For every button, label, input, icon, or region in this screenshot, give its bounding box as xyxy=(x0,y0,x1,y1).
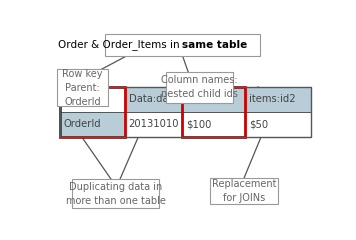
Text: $50: $50 xyxy=(248,120,268,129)
FancyBboxPatch shape xyxy=(57,69,108,106)
Bar xyxy=(245,112,311,137)
FancyBboxPatch shape xyxy=(210,179,278,204)
Text: items:id1: items:id1 xyxy=(187,95,233,104)
Bar xyxy=(183,87,245,112)
Text: OrderId: OrderId xyxy=(64,120,101,129)
Bar xyxy=(125,112,183,137)
Text: Row key
Parent:
OrderId: Row key Parent: OrderId xyxy=(62,69,103,107)
Text: 20131010: 20131010 xyxy=(129,120,179,129)
Text: same table: same table xyxy=(183,40,248,50)
Text: Order & Order_Items in: Order & Order_Items in xyxy=(58,40,183,50)
Bar xyxy=(60,112,125,137)
FancyBboxPatch shape xyxy=(105,34,260,56)
Bar xyxy=(60,87,125,112)
FancyBboxPatch shape xyxy=(72,180,159,208)
Text: Data:date: Data:date xyxy=(129,95,178,104)
Bar xyxy=(125,87,183,112)
Bar xyxy=(60,87,311,137)
FancyBboxPatch shape xyxy=(166,72,234,103)
Text: Key: Key xyxy=(64,95,82,104)
Text: items:id2: items:id2 xyxy=(248,95,295,104)
Text: Replacement
for JOINs: Replacement for JOINs xyxy=(211,180,276,204)
Bar xyxy=(183,112,245,137)
Bar xyxy=(245,87,311,112)
Bar xyxy=(183,87,245,137)
Text: Column names:
nested child ids: Column names: nested child ids xyxy=(161,75,238,99)
Text: Duplicating data in
more than one table: Duplicating data in more than one table xyxy=(66,182,166,206)
Bar xyxy=(60,87,125,137)
Text: $100: $100 xyxy=(187,120,212,129)
